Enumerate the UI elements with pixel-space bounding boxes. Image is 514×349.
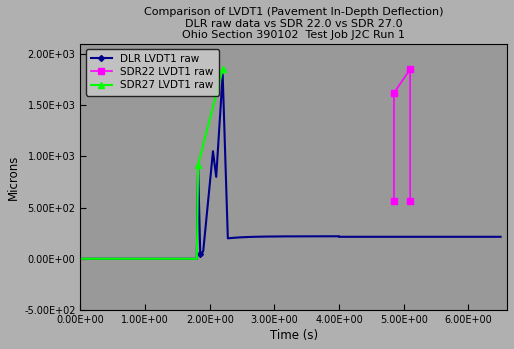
SDR22 LVDT1 raw [391,91,397,95]
Line: SDR27 LVDT1 raw: SDR27 LVDT1 raw [77,66,226,262]
SDR27 LVDT1 raw [78,257,84,261]
DLR LVDT1 raw [106,257,113,261]
SDR22 LVDT1 raw [407,67,413,72]
SDR27 LVDT1 raw [195,163,201,167]
DLR LVDT1 raw [121,257,127,261]
DLR LVDT1 raw [498,235,504,239]
DLR LVDT1 raw [219,72,226,76]
SDR27 LVDT1 raw [219,67,226,72]
SDR22 LVDT1 raw [391,199,397,203]
DLR LVDT1 raw [78,257,84,261]
SDR22 LVDT1 raw [407,199,413,203]
Legend: DLR LVDT1 raw, SDR22 LVDT1 raw, SDR27 LVDT1 raw: DLR LVDT1 raw, SDR22 LVDT1 raw, SDR27 LV… [86,49,218,96]
Y-axis label: Microns: Microns [7,154,20,200]
DLR LVDT1 raw [254,235,260,239]
Line: DLR LVDT1 raw: DLR LVDT1 raw [79,72,503,261]
X-axis label: Time (s): Time (s) [270,329,318,342]
DLR LVDT1 raw [478,235,484,239]
DLR LVDT1 raw [207,180,213,185]
Title: Comparison of LVDT1 (Pavement In-Depth Deflection)
DLR raw data vs SDR 22.0 vs S: Comparison of LVDT1 (Pavement In-Depth D… [144,7,444,40]
Line: SDR22 LVDT1 raw: SDR22 LVDT1 raw [391,66,414,205]
DLR LVDT1 raw [438,235,444,239]
SDR27 LVDT1 raw [194,257,200,261]
